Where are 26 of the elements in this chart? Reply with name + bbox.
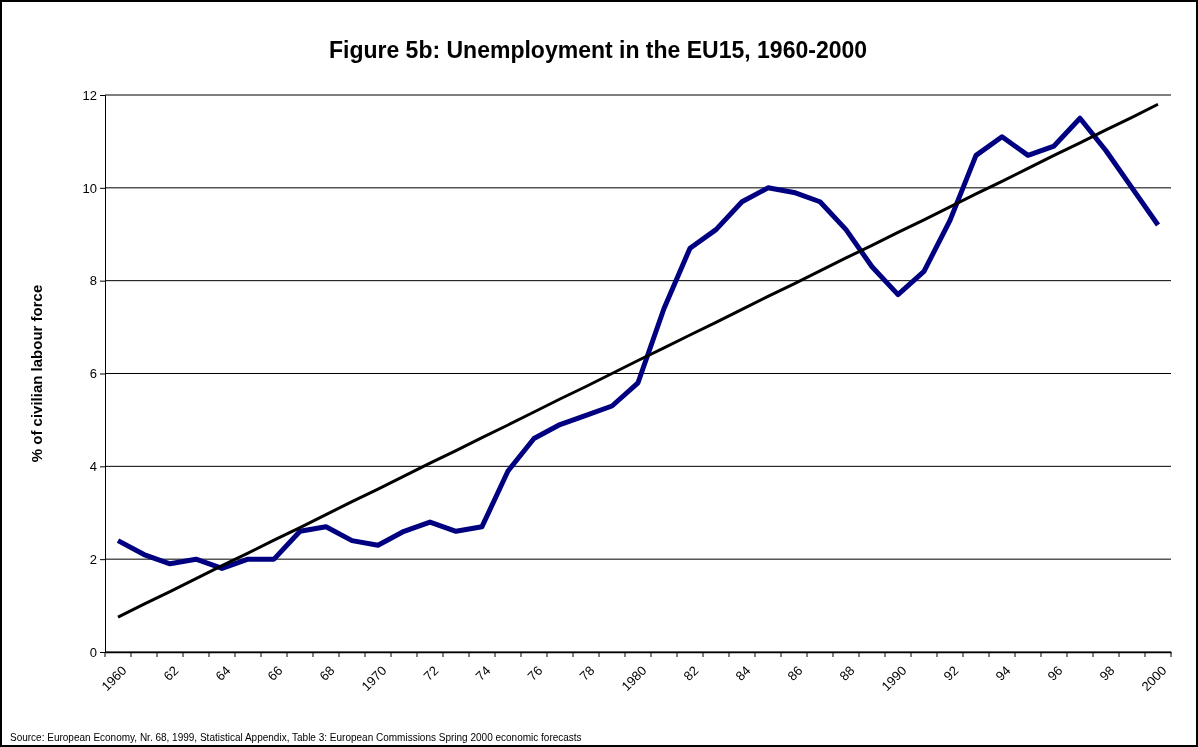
x-tick-label: 62 xyxy=(160,662,182,684)
x-tick-label: 82 xyxy=(680,662,702,684)
source-note: Source: European Economy, Nr. 68, 1999, Statistical Appendix, Table 3: European Commissions Spring 2000 economic forecasts xyxy=(10,732,582,743)
x-tick-label: 96 xyxy=(1044,662,1066,684)
y-tick-label: 0 xyxy=(89,644,97,660)
x-tick-label: 76 xyxy=(524,662,546,684)
y-axis-title: % of civilian labour force xyxy=(28,284,45,463)
y-tick-label: 10 xyxy=(82,180,97,196)
y-tick-label: 4 xyxy=(89,458,97,474)
x-tick-label: 86 xyxy=(784,662,806,684)
chart-title: Figure 5b: Unemployment in the EU15, 1960-2000 xyxy=(328,37,868,63)
x-tick-label: 92 xyxy=(940,662,962,684)
y-tick-label: 8 xyxy=(89,273,97,289)
x-tick-label: 84 xyxy=(732,662,754,684)
y-tick-label: 2 xyxy=(89,551,97,567)
y-tick-label: 12 xyxy=(82,87,97,103)
x-tick-label: 68 xyxy=(316,662,338,684)
x-tick-label: 64 xyxy=(212,662,234,684)
y-tick-label: 6 xyxy=(89,366,97,382)
x-tick-label: 88 xyxy=(836,662,858,684)
x-tick-label: 72 xyxy=(420,662,442,684)
x-tick-label: 66 xyxy=(264,662,286,684)
x-tick-label: 98 xyxy=(1096,662,1118,684)
x-tick-label: 94 xyxy=(992,662,1014,684)
x-tick-label: 78 xyxy=(576,662,598,684)
x-tick-label: 74 xyxy=(472,662,494,684)
